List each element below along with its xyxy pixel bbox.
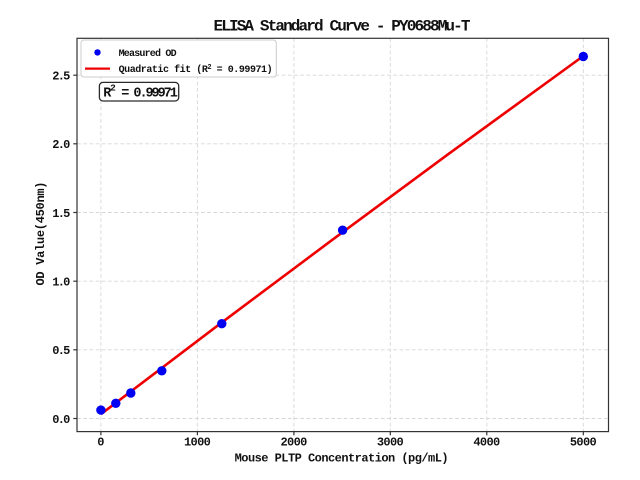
svg-text:2000: 2000 <box>281 436 308 450</box>
svg-text:Mouse PLTP Concentration (pg/m: Mouse PLTP Concentration (pg/mL) <box>235 452 449 466</box>
svg-text:1.0: 1.0 <box>52 276 70 290</box>
svg-text:1000: 1000 <box>184 436 211 450</box>
svg-text:5000: 5000 <box>570 436 597 450</box>
svg-text:2.5: 2.5 <box>52 70 70 84</box>
svg-text:3000: 3000 <box>377 436 404 450</box>
svg-text:ELISA Standard Curve - PY0688M: ELISA Standard Curve - PY0688Mu-T <box>214 18 471 36</box>
svg-text:Quadratic fit (R2 = 0.99971): Quadratic fit (R2 = 0.99971) <box>119 64 273 76</box>
svg-text:2.0: 2.0 <box>52 138 70 152</box>
svg-text:Measured OD: Measured OD <box>119 48 177 60</box>
svg-text:0: 0 <box>97 436 104 450</box>
svg-text:4000: 4000 <box>473 436 500 450</box>
svg-text:OD Value(450nm): OD Value(450nm) <box>34 182 48 286</box>
svg-text:2: 2 <box>110 82 116 93</box>
svg-text:= 0.99971: = 0.99971 <box>121 86 177 101</box>
svg-text:0.5: 0.5 <box>52 344 70 358</box>
svg-text:0.0: 0.0 <box>52 413 70 427</box>
svg-text:R: R <box>103 86 112 101</box>
svg-text:1.5: 1.5 <box>52 207 70 221</box>
